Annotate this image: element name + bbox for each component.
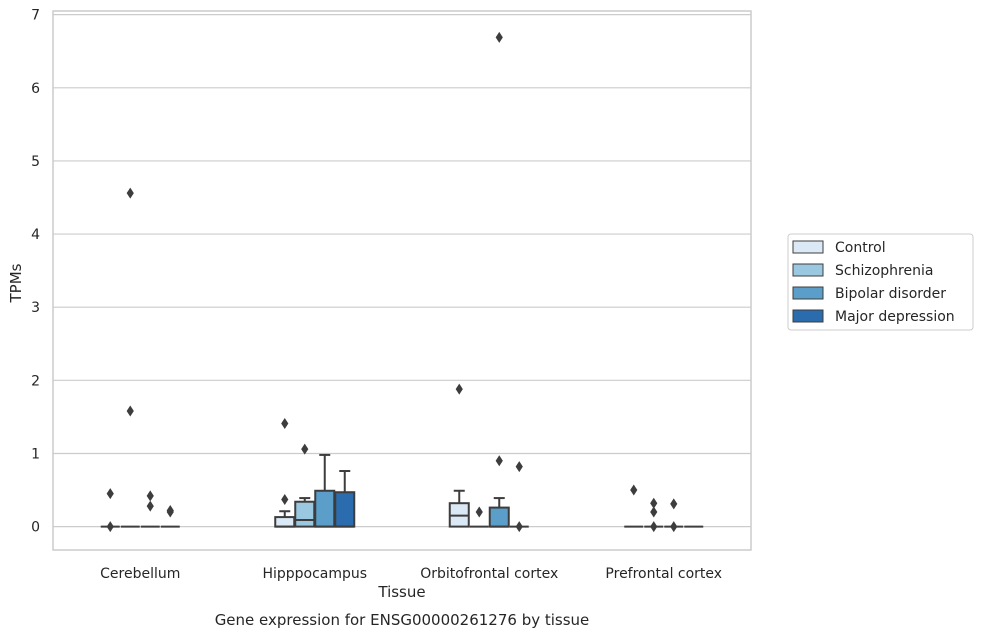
x-axis-label: Tissue xyxy=(377,583,425,601)
legend-swatch xyxy=(792,309,824,323)
box-major-depression xyxy=(509,461,529,533)
box-schizophrenia xyxy=(469,506,489,528)
box-bipolar-disorder xyxy=(664,498,684,533)
legend: Control Schizophrenia Bipolar disorder Majo… xyxy=(787,233,974,331)
plot-frame xyxy=(52,10,752,551)
outlier-point xyxy=(670,521,678,533)
y-tick-labels: 0 1 2 3 4 5 6 7 xyxy=(31,8,40,536)
outlier-point xyxy=(650,497,658,509)
legend-swatch xyxy=(792,263,824,277)
legend-swatch xyxy=(792,240,824,254)
box-body xyxy=(294,500,316,528)
outlier-point xyxy=(515,461,523,473)
legend-label: Bipolar disorder xyxy=(835,286,946,302)
box-control xyxy=(624,484,644,528)
legend-label: Control xyxy=(835,240,886,256)
outlier-point xyxy=(455,383,463,395)
outlier-point xyxy=(106,488,114,500)
box-body xyxy=(488,506,510,528)
outlier-point xyxy=(650,521,658,533)
plot-background xyxy=(53,11,751,550)
y-tick-label: 4 xyxy=(31,227,40,243)
outlier-point xyxy=(475,506,483,518)
y-tick-label: 3 xyxy=(31,300,40,316)
outlier-point xyxy=(281,494,289,506)
outlier-point xyxy=(301,443,309,455)
box-body xyxy=(274,516,296,528)
y-tick-label: 1 xyxy=(31,446,40,462)
legend-swatch xyxy=(792,286,824,300)
box-plot-marks xyxy=(100,31,704,533)
outlier-point xyxy=(166,506,174,518)
grid-lines xyxy=(53,14,751,528)
chart-caption: Gene expression for ENSG00000261276 by t… xyxy=(215,611,590,629)
outlier-point xyxy=(106,521,114,533)
box-schizophrenia xyxy=(120,187,140,528)
y-tick-label: 7 xyxy=(31,8,40,24)
box-major-depression xyxy=(160,505,180,528)
x-tick-label: Cerebellum xyxy=(100,566,180,582)
outlier-point xyxy=(630,484,638,496)
outlier-point xyxy=(650,506,658,518)
x-tick-label: Hipppocampus xyxy=(262,566,367,582)
box-body xyxy=(334,491,356,528)
legend-frame xyxy=(787,233,974,331)
box-schizophrenia xyxy=(644,497,664,533)
outlier-point xyxy=(281,417,289,429)
box-control xyxy=(100,488,120,533)
x-tick-label: Prefrontal cortex xyxy=(605,566,722,582)
y-tick-label: 6 xyxy=(31,81,40,97)
x-tick-label: Orbitofrontal cortex xyxy=(420,566,558,582)
outlier-point xyxy=(670,498,678,510)
outlier-point xyxy=(146,500,154,512)
outlier-point xyxy=(495,31,503,43)
box-control xyxy=(448,383,470,528)
y-tick-label: 0 xyxy=(31,520,40,536)
box-bipolar-disorder xyxy=(488,31,510,528)
y-axis-label: TPMs xyxy=(7,263,25,303)
x-tick-labels: Cerebellum Hipppocampus Orbitofrontal cort… xyxy=(100,566,722,582)
y-tick-label: 2 xyxy=(31,373,40,389)
outlier-point xyxy=(126,405,134,417)
box-body xyxy=(314,489,336,528)
legend-label: Major depression xyxy=(835,309,955,325)
outlier-point xyxy=(146,490,154,502)
outlier-point xyxy=(495,455,503,467)
box-bipolar-disorder xyxy=(140,490,160,528)
outlier-point xyxy=(126,187,134,199)
legend-label: Schizophrenia xyxy=(835,263,933,279)
y-tick-label: 5 xyxy=(31,154,40,170)
box-major-depression xyxy=(334,470,356,528)
outlier-point xyxy=(515,521,523,533)
